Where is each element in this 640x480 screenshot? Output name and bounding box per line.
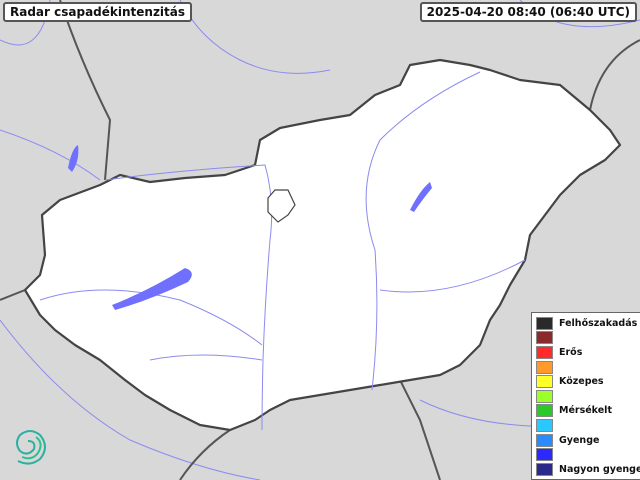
legend-label: Erős [559, 346, 583, 358]
legend-item: Felhőszakadás [536, 316, 640, 331]
lake-fertő [68, 145, 79, 172]
hungary-area [23, 58, 622, 432]
lake-balaton [112, 268, 192, 310]
budapest-outline [267, 189, 296, 223]
legend-item [536, 447, 640, 462]
legend-swatch [536, 360, 553, 374]
legend-label: Mérsékelt [559, 405, 612, 417]
legend-item: Közepes [536, 374, 640, 389]
legend-swatch [536, 462, 553, 476]
legend-label: Nagyon gyenge [559, 463, 640, 475]
legend-label: Felhőszakadás [559, 317, 638, 329]
map-title: Radar csapadékintenzitás [3, 2, 193, 22]
spiral-logo-icon [16, 430, 46, 465]
legend-item [536, 331, 640, 346]
legend-item: Mérsékelt [536, 404, 640, 419]
legend-item [536, 389, 640, 404]
legend-item: Gyenge [536, 433, 640, 448]
legend-swatch [536, 404, 553, 418]
legend-label: Közepes [559, 376, 604, 388]
legend-swatch [536, 345, 553, 359]
lake-tisza [410, 182, 432, 212]
legend-item [536, 418, 640, 433]
legend-item: Nagyon gyenge [536, 462, 640, 477]
precipitation-legend: Felhőszakadás Erős Közepes Mérsékelt Gyenge N… [531, 312, 640, 480]
legend-item: Erős [536, 345, 640, 360]
legend-swatch [536, 331, 553, 345]
rivers [39, 71, 526, 431]
legend-swatch [536, 433, 553, 447]
legend-swatch [536, 418, 553, 432]
legend-swatch [536, 389, 553, 403]
legend-swatch [536, 448, 553, 462]
legend-swatch [536, 316, 553, 330]
legend-swatch [536, 375, 553, 389]
timestamp: 2025-04-20 08:40 (06:40 UTC) [419, 2, 637, 22]
legend-item [536, 360, 640, 375]
legend-label: Gyenge [559, 434, 600, 446]
